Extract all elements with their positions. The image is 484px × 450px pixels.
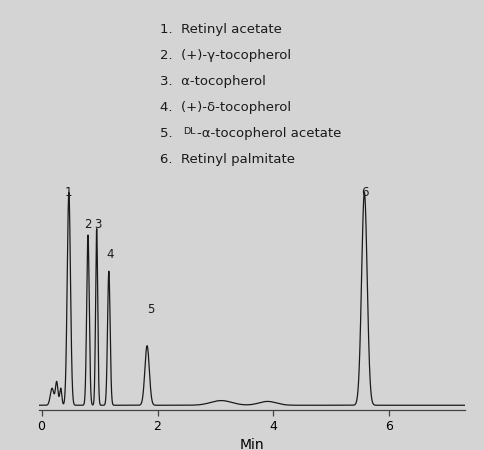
Text: -α-tocopherol acetate: -α-tocopherol acetate	[197, 127, 341, 140]
Text: 5: 5	[147, 303, 154, 316]
Text: 1.  Retinyl acetate: 1. Retinyl acetate	[160, 22, 282, 36]
Text: DL: DL	[183, 127, 196, 136]
Text: 2: 2	[84, 218, 92, 231]
Text: 4: 4	[106, 248, 114, 261]
Text: 1: 1	[65, 186, 73, 199]
Text: 5.: 5.	[160, 127, 181, 140]
Text: 3: 3	[94, 218, 102, 231]
Text: 6.  Retinyl palmitate: 6. Retinyl palmitate	[160, 153, 295, 166]
Text: 6: 6	[361, 186, 369, 199]
X-axis label: Min: Min	[240, 438, 264, 450]
Text: 2.  (+)-γ-tocopherol: 2. (+)-γ-tocopherol	[160, 49, 291, 62]
Text: 4.  (+)-δ-tocopherol: 4. (+)-δ-tocopherol	[160, 101, 291, 114]
Text: 3.  α-tocopherol: 3. α-tocopherol	[160, 75, 266, 88]
